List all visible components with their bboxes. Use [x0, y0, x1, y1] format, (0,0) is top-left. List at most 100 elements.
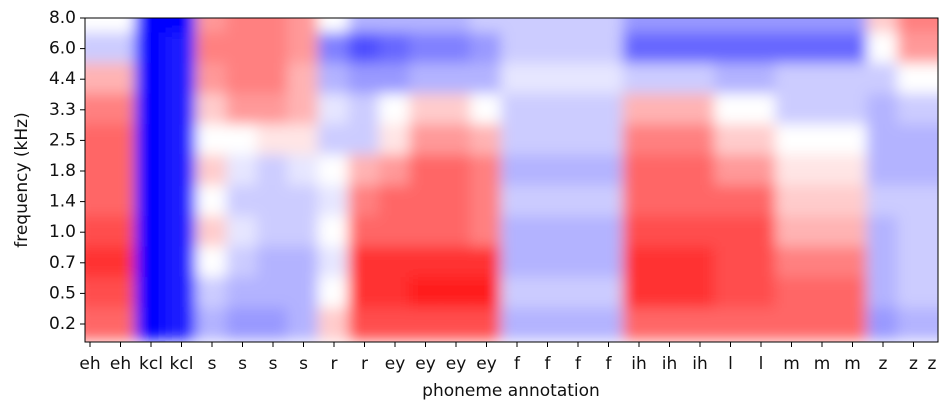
heatmap-cell — [531, 215, 564, 249]
heatmap-cell — [104, 215, 137, 249]
heatmap-cell — [195, 62, 229, 96]
heatmap-cell — [622, 307, 656, 341]
heatmap-cell — [104, 124, 137, 157]
heatmap-cell — [500, 246, 534, 280]
heatmap-cell — [165, 215, 198, 249]
heatmap-cell — [744, 62, 778, 96]
heatmap-cell — [836, 32, 869, 65]
heatmap-cell — [378, 277, 412, 310]
heatmap-cell — [775, 246, 808, 280]
heatmap-cell — [85, 277, 107, 310]
heatmap-cell — [866, 246, 900, 280]
heatmap-cells — [85, 18, 938, 341]
heatmap-cell — [378, 246, 412, 280]
x-tick-label: ih — [662, 354, 678, 374]
y-tick-label: 0.5 — [49, 283, 76, 303]
heatmap-cell — [927, 185, 938, 218]
heatmap-cell — [500, 93, 534, 127]
heatmap-cell — [226, 215, 259, 249]
heatmap-cell — [561, 124, 595, 157]
heatmap-cell — [653, 307, 686, 341]
heatmap-cell — [744, 215, 778, 249]
heatmap-cell — [85, 124, 107, 157]
heatmap-cell — [500, 62, 534, 96]
x-tick-label: z — [879, 354, 888, 374]
heatmap-cell — [592, 93, 625, 127]
heatmap-cell — [470, 154, 503, 188]
heatmap-cell — [409, 93, 442, 127]
heatmap-cell — [531, 277, 564, 310]
heatmap-cell — [195, 154, 229, 188]
heatmap-cell — [226, 124, 259, 157]
heatmap-cell — [470, 62, 503, 96]
heatmap-cell — [409, 246, 442, 280]
x-tick-label: s — [208, 354, 217, 374]
heatmap-cell — [927, 32, 938, 65]
x-tick-label: ey — [446, 354, 467, 374]
heatmap-cell — [256, 18, 290, 35]
heatmap-cell — [683, 93, 717, 127]
heatmap-cell — [195, 307, 229, 341]
heatmap-cell — [134, 307, 168, 341]
heatmap-cell — [195, 246, 229, 280]
heatmap-cell — [317, 154, 351, 188]
heatmap-cell — [165, 93, 198, 127]
heatmap-cell — [470, 32, 503, 65]
heatmap-cell — [683, 185, 717, 218]
heatmap-cell — [836, 277, 869, 310]
heatmap-cell — [287, 307, 320, 341]
heatmap-cell — [287, 62, 320, 96]
heatmap-cell — [134, 93, 168, 127]
heatmap-cell — [378, 124, 412, 157]
heatmap-cell — [317, 307, 351, 341]
heatmap-cell — [714, 124, 747, 157]
heatmap-cell — [744, 32, 778, 65]
heatmap-cell — [85, 93, 107, 127]
heatmap-cell — [439, 62, 473, 96]
heatmap-cell — [195, 93, 229, 127]
heatmap-cell — [104, 307, 137, 341]
heatmap-cell — [165, 307, 198, 341]
heatmap-cell — [287, 93, 320, 127]
heatmap-cell — [226, 18, 259, 35]
heatmap-cell — [775, 62, 808, 96]
heatmap-cell — [165, 246, 198, 280]
heatmap-cell — [866, 32, 900, 65]
heatmap-cell — [622, 277, 656, 310]
heatmap-cell — [714, 93, 747, 127]
x-tick-label: ey — [476, 354, 497, 374]
x-tick-label: s — [238, 354, 247, 374]
heatmap-cell — [439, 215, 473, 249]
heatmap-cell — [897, 246, 930, 280]
heatmap-cell — [256, 124, 290, 157]
heatmap-cell — [622, 62, 656, 96]
heatmap-cell — [317, 32, 351, 65]
heatmap-cell — [744, 124, 778, 157]
x-tick-label: z — [909, 354, 918, 374]
heatmap-cell — [683, 246, 717, 280]
heatmap-cell — [744, 93, 778, 127]
heatmap-cell — [439, 185, 473, 218]
heatmap-cell — [805, 185, 839, 218]
plot-frame — [84, 17, 939, 343]
heatmap-cell — [226, 154, 259, 188]
heatmap-cell — [805, 124, 839, 157]
heatmap-cell — [226, 32, 259, 65]
heatmap-cell — [927, 93, 938, 127]
heatmap-cell — [653, 18, 686, 35]
heatmap-cell — [409, 307, 442, 341]
heatmap-cell — [470, 124, 503, 157]
heatmap-cell — [836, 246, 869, 280]
heatmap-cell — [927, 18, 938, 35]
heatmap-cell — [866, 307, 900, 341]
heatmap-cell — [805, 277, 839, 310]
heatmap-cell — [317, 185, 351, 218]
heatmap-cell — [287, 246, 320, 280]
heatmap-cell — [439, 32, 473, 65]
heatmap-cell — [592, 215, 625, 249]
heatmap-cell — [592, 154, 625, 188]
heatmap-cell — [775, 185, 808, 218]
x-tick-label: f — [545, 354, 552, 374]
heatmap-cell — [195, 277, 229, 310]
heatmap-cell — [134, 18, 168, 35]
